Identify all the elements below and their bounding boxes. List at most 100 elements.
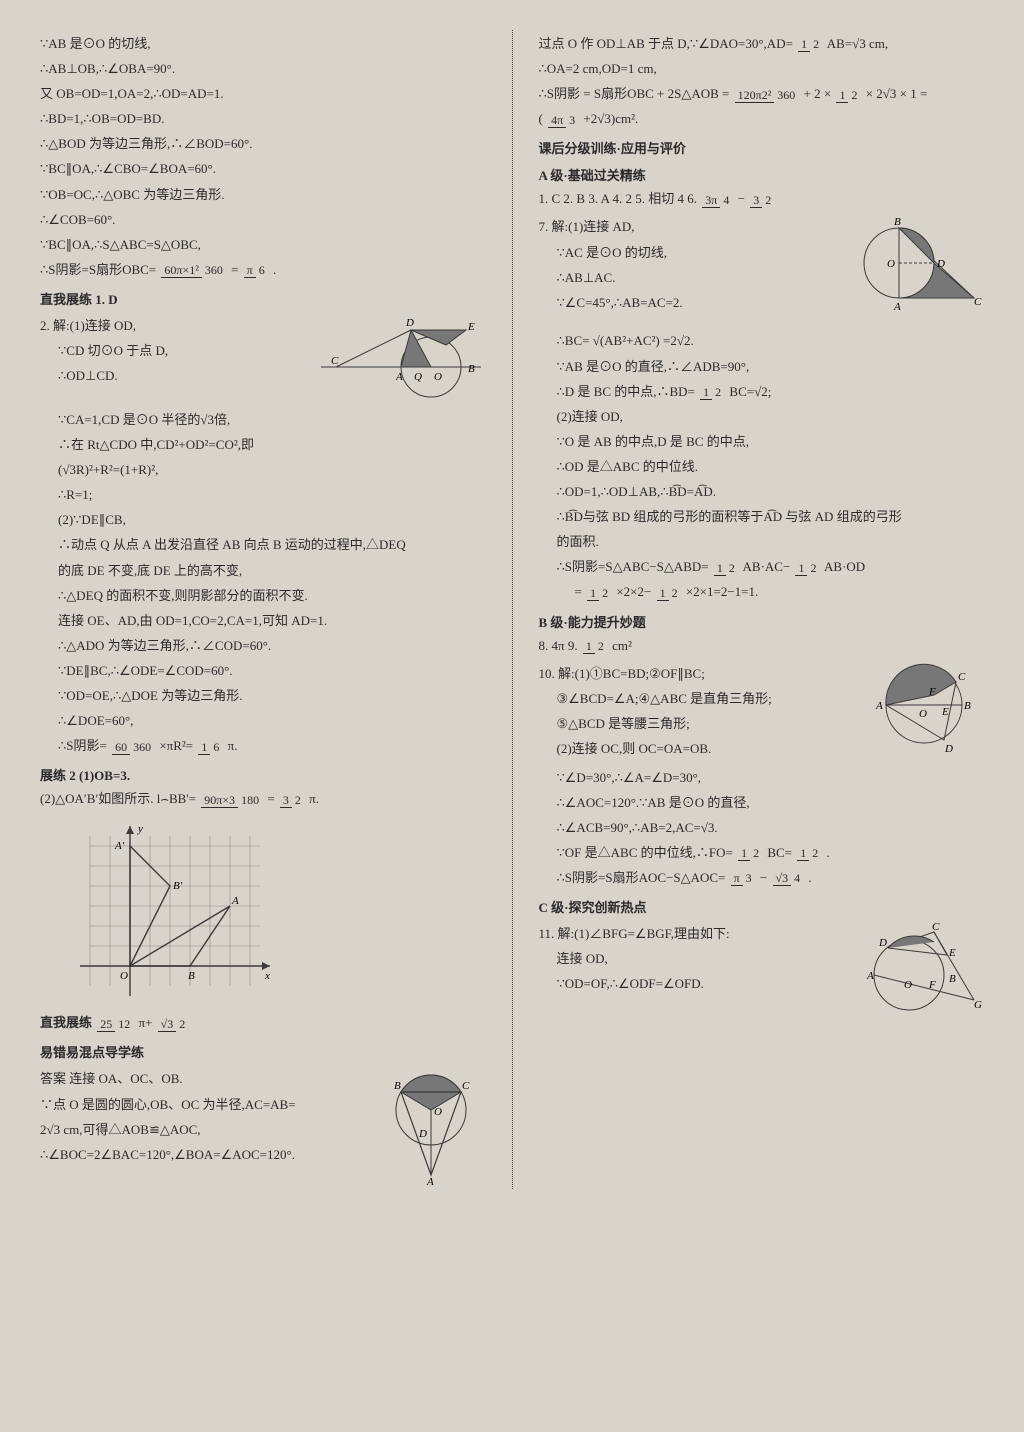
text: (2)∵DE∥CB, — [58, 509, 486, 531]
text: ∵BC∥OA,∴∠CBO=∠BOA=60°. — [40, 158, 486, 180]
text: 11. 解:(1)∠BFG=∠BGF,理由如下: — [539, 923, 847, 945]
svg-text:A: A — [426, 1176, 434, 1185]
svg-text:A: A — [231, 895, 239, 907]
svg-text:A: A — [893, 301, 901, 313]
text: ∴S阴影=S扇形OBC= 60π×1²360 = π6 . — [40, 259, 486, 281]
text: (√3R)²+R²=(1+R)², — [58, 459, 486, 481]
text: ∴△DEQ 的面积不变,则阴影部分的面积不变. — [58, 585, 486, 607]
svg-text:Q: Q — [414, 371, 422, 383]
text: ∴BD=1,∴OB=OD=BD. — [40, 108, 486, 130]
text: ∵OD=OF,∴∠ODF=∠OFD. — [557, 973, 847, 995]
column-divider — [512, 30, 513, 1189]
figure-grid-rotation: O B A A' B' x y — [60, 816, 486, 1006]
text: ∴OA=2 cm,OD=1 cm, — [539, 58, 985, 80]
figure-circle-deq: C A Q O B D E — [316, 312, 486, 406]
svg-text:C: C — [958, 671, 966, 683]
text: ∴OD 是△ABC 的中位线. — [557, 456, 985, 478]
figure-circle-abc: B C O D A — [376, 1065, 486, 1189]
text: 又 OB=OD=1,OA=2,∴OD=AD=1. — [40, 83, 486, 105]
svg-text:B: B — [394, 1080, 401, 1092]
text: 的面积. — [557, 531, 985, 553]
text: ③∠BCD=∠A;④△ABC 是直角三角形; — [557, 688, 857, 710]
text: ∴∠DOE=60°, — [58, 710, 486, 732]
svg-text:B': B' — [173, 880, 183, 892]
text: 8. 4π 9. 12 cm² — [539, 635, 985, 657]
section-heading: A 级·基础过关精练 — [539, 165, 985, 184]
text: ∴在 Rt△CDO 中,CD²+OD²=CO²,即 — [58, 434, 486, 456]
svg-text:D: D — [944, 743, 953, 755]
text: ∵∠C=45°,∴AB=AC=2. — [557, 292, 847, 314]
section-heading: 展练 2 (1)OB=3. — [40, 765, 486, 784]
figure-circle-defg: A B C D E O F G — [854, 920, 984, 1024]
text: ∵DE∥BC,∴∠ODE=∠COD=60°. — [58, 660, 486, 682]
svg-text:F: F — [928, 686, 936, 698]
text: (2)连接 OD, — [557, 406, 985, 428]
svg-text:D: D — [405, 317, 414, 329]
text: 直我展练 2512 π+ √32 — [40, 1012, 486, 1034]
text: ∴△ADO 为等边三角形,∴∠COD=60°. — [58, 635, 486, 657]
svg-text:E: E — [467, 321, 475, 333]
svg-text:B: B — [964, 700, 971, 712]
svg-text:F: F — [928, 979, 936, 991]
svg-text:y: y — [137, 823, 143, 835]
text: ∴∠COB=60°. — [40, 209, 486, 231]
text: ∵O 是 AB 的中点,D 是 BC 的中点, — [557, 431, 985, 453]
text: ⑤△BCD 是等腰三角形; — [557, 713, 857, 735]
svg-text:O: O — [919, 708, 927, 720]
text: 答案 连接 OA、OC、OB. — [40, 1068, 368, 1090]
text: 2. 解:(1)连接 OD, — [40, 315, 308, 337]
section-heading: 课后分级训练·应用与评价 — [539, 138, 985, 157]
text: ∴△BOD 为等边三角形,∴∠BOD=60°. — [40, 133, 486, 155]
svg-text:E: E — [941, 706, 949, 718]
svg-text:C: C — [974, 296, 982, 308]
text: ∴BC= √(AB²+AC²) =2√2. — [557, 330, 985, 352]
text: ∵OB=OC,∴△OBC 为等边三角形. — [40, 184, 486, 206]
text: 7. 解:(1)连接 AD, — [539, 216, 847, 238]
text: 过点 O 作 OD⊥AB 于点 D,∵∠DAO=30°,AD= 12 AB=√3… — [539, 33, 985, 55]
svg-text:A: A — [875, 700, 883, 712]
svg-text:A': A' — [114, 840, 125, 852]
figure-circle-ofe: A B C D O E F — [864, 660, 984, 764]
text: ∴AB⊥OB,∴∠OBA=90°. — [40, 58, 486, 80]
text: (2)△OA′B′如图所示. l⌢BB'= 90π×3180 = 32 π. — [40, 788, 486, 810]
text: 10. 解:(1)①BC=BD;②OF∥BC; — [539, 663, 857, 685]
text: 连接 OE、AD,由 OD=1,CO=2,CA=1,可知 AD=1. — [58, 610, 486, 632]
text: ∵CD 切⊙O 于点 D, — [58, 340, 308, 362]
svg-text:C: C — [462, 1080, 470, 1092]
text: ∴∠AOC=120°.∵AB 是⊙O 的直径, — [557, 792, 985, 814]
text: ∴R=1; — [58, 484, 486, 506]
text: 2√3 cm,可得△AOB≌△AOC, — [40, 1119, 368, 1141]
text: ∵AB 是⊙O 的直径,∴∠ADB=90°, — [557, 356, 985, 378]
svg-text:B: B — [188, 970, 195, 982]
svg-text:D: D — [878, 937, 887, 949]
text: ∴AB⊥AC. — [557, 267, 847, 289]
svg-text:B: B — [468, 363, 475, 375]
svg-text:G: G — [974, 999, 982, 1011]
svg-text:x: x — [264, 970, 270, 982]
text: ∴动点 Q 从点 A 出发沿直径 AB 向点 B 运动的过程中,△DEQ — [58, 534, 486, 556]
section-heading: 易错易混点导学练 — [40, 1042, 486, 1061]
text: (2)连接 OC,则 OC=OA=OB. — [557, 738, 857, 760]
text: ∵OD=OE,∴△DOE 为等边三角形. — [58, 685, 486, 707]
text: 连接 OD, — [557, 948, 847, 970]
section-heading: C 级·探究创新热点 — [539, 897, 985, 916]
text: ∵CA=1,CD 是⊙O 半径的√3倍, — [58, 409, 486, 431]
text: ∴OD⊥CD. — [58, 365, 308, 387]
svg-text:A: A — [395, 371, 403, 383]
text: ∴∠ACB=90°,∴AB=2,AC=√3. — [557, 817, 985, 839]
svg-text:C: C — [932, 921, 940, 933]
svg-text:O: O — [434, 371, 442, 383]
svg-text:C: C — [331, 355, 339, 367]
text: ∴D 是 BC 的中点,∴BD= 12 BC=√2; — [557, 381, 985, 403]
text: ∵AC 是⊙O 的切线, — [557, 242, 847, 264]
text: 1. C 2. B 3. A 4. 2 5. 相切 4 6. 3π4 − 32 — [539, 188, 985, 210]
text: ∵OF 是△ABC 的中位线,∴FO= 12 BC= 12 . — [557, 842, 985, 864]
section-heading: B 级·能力提升妙题 — [539, 612, 985, 631]
svg-text:E: E — [948, 947, 956, 959]
text: ∴S阴影=S扇形AOC−S△AOC= π3 − √34 . — [557, 867, 985, 889]
svg-text:D: D — [936, 258, 945, 270]
svg-text:O: O — [434, 1106, 442, 1118]
text: 的底 DE 不变,底 DE 上的高不变, — [58, 560, 486, 582]
svg-text:B: B — [894, 216, 901, 228]
text: ∵AB 是⊙O 的切线, — [40, 33, 486, 55]
